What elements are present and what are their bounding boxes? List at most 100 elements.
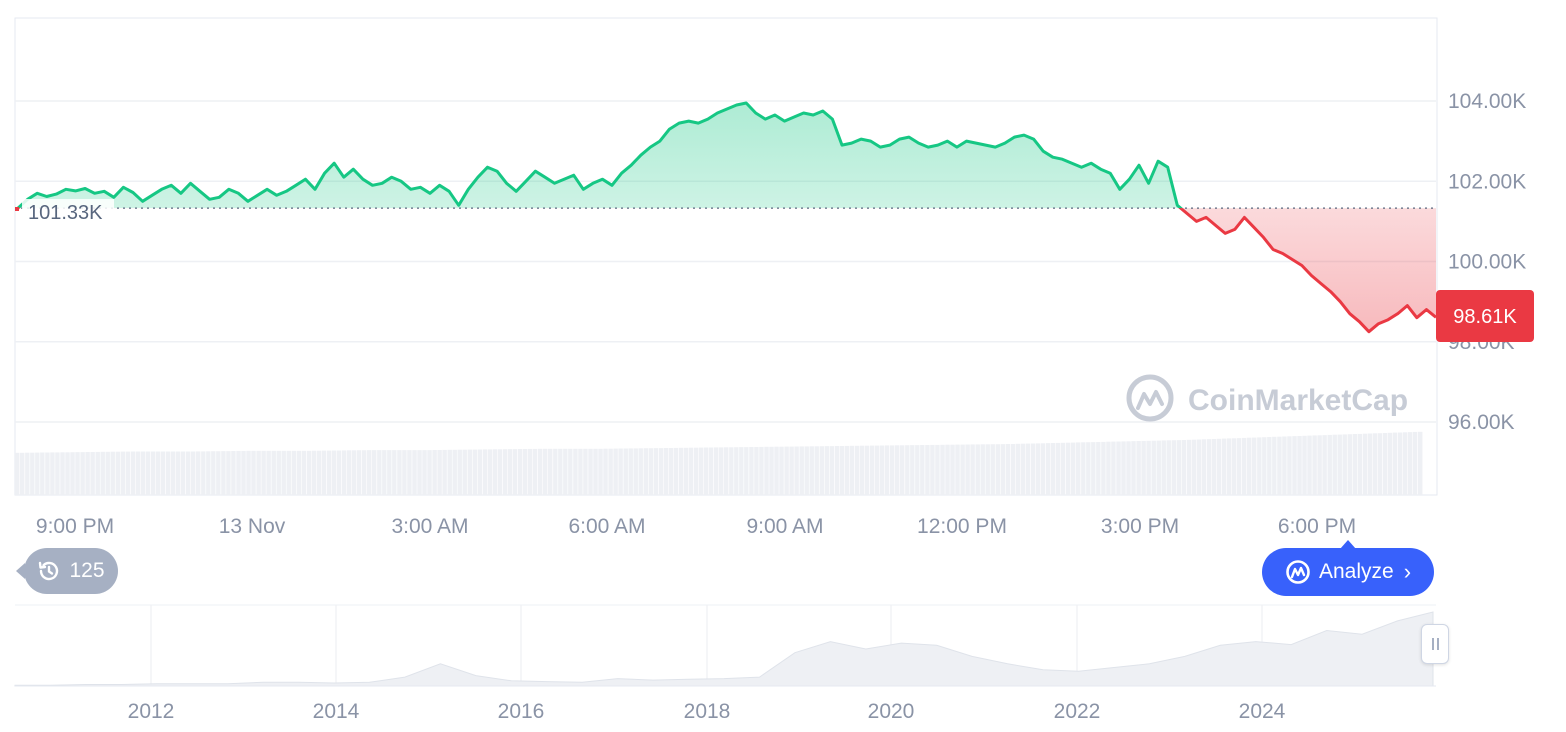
x-tick-label: 3:00 AM xyxy=(391,515,468,538)
volume-bar xyxy=(1322,435,1327,495)
volume-bar xyxy=(935,444,940,495)
volume-bar xyxy=(643,448,649,495)
volume-bar xyxy=(1407,432,1413,495)
volume-bar xyxy=(155,451,161,495)
volume-bar xyxy=(236,450,241,495)
volume-bar xyxy=(1387,432,1393,495)
volume-bar xyxy=(1111,441,1116,495)
volume-bar xyxy=(799,446,804,495)
volume-bar xyxy=(1050,443,1056,495)
volume-bar xyxy=(40,452,45,495)
volume-bar xyxy=(1055,442,1061,495)
volume-bar xyxy=(890,445,895,495)
volume-bar xyxy=(628,448,633,495)
volume-bar xyxy=(688,447,694,495)
volume-bar xyxy=(462,449,467,495)
volume-bar xyxy=(1025,443,1031,495)
volume-bar xyxy=(1337,434,1342,495)
volume-bar xyxy=(522,449,528,495)
range-handle[interactable] xyxy=(1421,624,1449,664)
volume-bar xyxy=(362,450,367,495)
volume-bar xyxy=(1211,439,1217,495)
navigator-year-label: 2012 xyxy=(128,700,175,723)
volume-bar xyxy=(578,448,583,495)
range-navigator[interactable]: 2012 2014 2016 2018 2020 2022 2024 xyxy=(14,604,1436,723)
volume-bar xyxy=(1060,442,1066,495)
volume-bar xyxy=(266,450,271,495)
volume-bar xyxy=(1312,435,1317,495)
volume-bar xyxy=(241,450,246,495)
volume-bar xyxy=(1000,444,1006,495)
volume-bar xyxy=(809,446,814,495)
volume-bar xyxy=(1242,437,1247,495)
volume-bar xyxy=(1327,434,1332,495)
volume-bar xyxy=(346,450,352,495)
volume-bar xyxy=(356,450,362,495)
volume-bar xyxy=(623,448,628,495)
volume-bar xyxy=(693,447,699,495)
volume-bar xyxy=(719,447,724,495)
navigator-year-label: 2014 xyxy=(313,700,360,723)
volume-bar xyxy=(864,445,870,495)
history-badge[interactable]: 125 xyxy=(16,548,118,594)
volume-bar xyxy=(226,451,231,495)
reference-label-bg xyxy=(22,199,114,225)
volume-bar xyxy=(1382,433,1388,495)
volume-bar xyxy=(849,445,855,495)
volume-bar xyxy=(432,450,437,495)
volume-bar xyxy=(1156,440,1161,495)
reference-price-label: 101.33K xyxy=(28,202,103,224)
volume-bar xyxy=(25,452,30,495)
coinmarketcap-logo-icon xyxy=(1126,374,1174,422)
volume-bar xyxy=(1402,432,1408,495)
volume-bar xyxy=(633,448,638,495)
volume-bar xyxy=(714,447,719,495)
volume-bar xyxy=(1377,433,1383,495)
volume-bar xyxy=(186,451,191,495)
volume-bar xyxy=(75,452,80,495)
x-tick-label: 6:00 PM xyxy=(1278,515,1356,538)
volume-bar xyxy=(341,450,347,495)
volume-bar xyxy=(296,450,302,495)
volume-bar xyxy=(527,448,533,495)
volume-bar xyxy=(221,451,226,495)
volume-bar xyxy=(482,449,488,495)
navigator-year-label: 2016 xyxy=(498,700,545,723)
volume-bar xyxy=(1040,443,1046,495)
volume-bar xyxy=(749,447,754,495)
volume-bar xyxy=(1136,441,1141,495)
analyze-button[interactable]: Analyze › xyxy=(1262,540,1434,596)
volume-bar xyxy=(1010,444,1016,495)
volume-bar xyxy=(65,452,70,495)
volume-bar xyxy=(367,450,372,495)
volume-bar xyxy=(206,451,211,495)
volume-bar xyxy=(170,451,176,495)
volume-bar xyxy=(1171,440,1177,495)
volume-bar xyxy=(135,451,141,495)
volume-bar xyxy=(70,452,75,495)
volume-bar xyxy=(276,450,281,495)
volume-bar xyxy=(55,452,60,495)
volume-bar xyxy=(789,446,794,495)
volume-bar xyxy=(377,450,382,495)
current-price-badge-bg xyxy=(1436,290,1534,342)
volume-bar xyxy=(925,445,930,495)
volume-bar xyxy=(583,448,588,495)
volume-bar xyxy=(30,452,35,495)
y-tick-label: 100.00K xyxy=(1448,251,1526,274)
volume-bar xyxy=(311,450,317,495)
volume-bar xyxy=(1035,443,1041,495)
volume-bar xyxy=(507,449,513,495)
volume-bar xyxy=(955,444,960,495)
handle-grip-left xyxy=(1431,638,1434,650)
volume-bar xyxy=(829,446,835,495)
volume-bar xyxy=(658,448,664,495)
volume-bar xyxy=(995,444,1001,495)
volume-bar xyxy=(1066,442,1071,495)
chevron-right-icon: › xyxy=(1403,559,1412,584)
volume-bar xyxy=(945,444,950,495)
volume-bar xyxy=(593,448,598,495)
volume-bar xyxy=(708,447,714,495)
volume-bar xyxy=(50,452,55,495)
